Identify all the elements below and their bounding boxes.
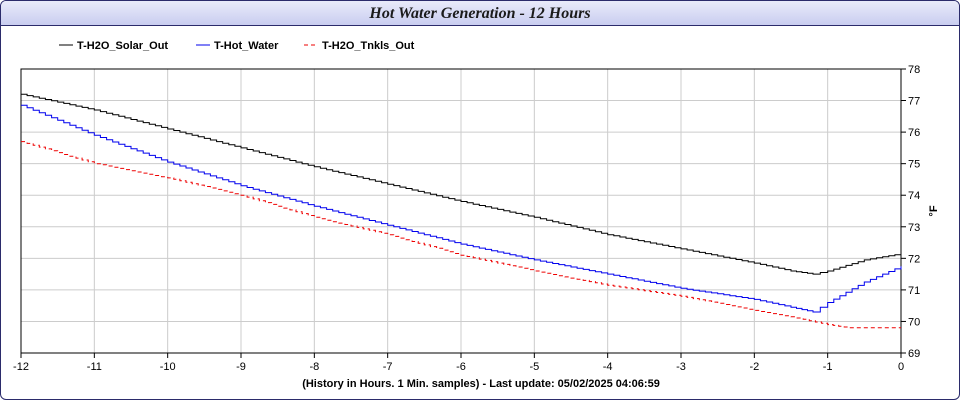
chart-title: Hot Water Generation - 12 Hours — [369, 5, 591, 22]
x-tick-label: -4 — [603, 361, 613, 373]
legend-label-1: T-H2O_Solar_Out — [77, 40, 168, 52]
y-tick-label: 70 — [908, 316, 920, 328]
x-tick-label: -6 — [456, 361, 466, 373]
y-tick-label: 77 — [908, 96, 920, 108]
y-tick-label: 71 — [908, 285, 920, 297]
x-tick-label: -11 — [87, 361, 102, 373]
legend-label-2: T-Hot_Water — [214, 40, 279, 52]
series-line-2 — [21, 104, 902, 313]
x-tick-label: -10 — [160, 361, 176, 373]
x-tick-label: -8 — [309, 361, 319, 373]
y-tick-label: 76 — [908, 127, 920, 139]
y-tick-label: 74 — [908, 190, 920, 202]
x-tick-label: -3 — [676, 361, 686, 373]
y-axis-label: °F — [928, 205, 940, 216]
y-tick-label: 73 — [908, 222, 920, 234]
y-tick-label: 78 — [908, 64, 920, 76]
y-tick-label: 69 — [908, 348, 920, 360]
x-tick-label: -7 — [383, 361, 393, 373]
x-tick-label: -2 — [749, 361, 759, 373]
x-tick-label: 0 — [898, 361, 904, 373]
legend-label-3: T-H2O_Tnkls_Out — [322, 40, 415, 52]
x-tick-label: -5 — [529, 361, 539, 373]
x-tick-label: -12 — [13, 361, 29, 373]
title-bar: Hot Water Generation - 12 Hours — [1, 1, 959, 26]
x-tick-label: -9 — [236, 361, 246, 373]
x-axis-label: (History in Hours. 1 Min. samples) - Las… — [302, 378, 660, 390]
y-tick-label: 75 — [908, 159, 920, 171]
x-tick-label: -1 — [823, 361, 833, 373]
y-tick-label: 72 — [908, 253, 920, 265]
series-line-1 — [21, 93, 902, 275]
